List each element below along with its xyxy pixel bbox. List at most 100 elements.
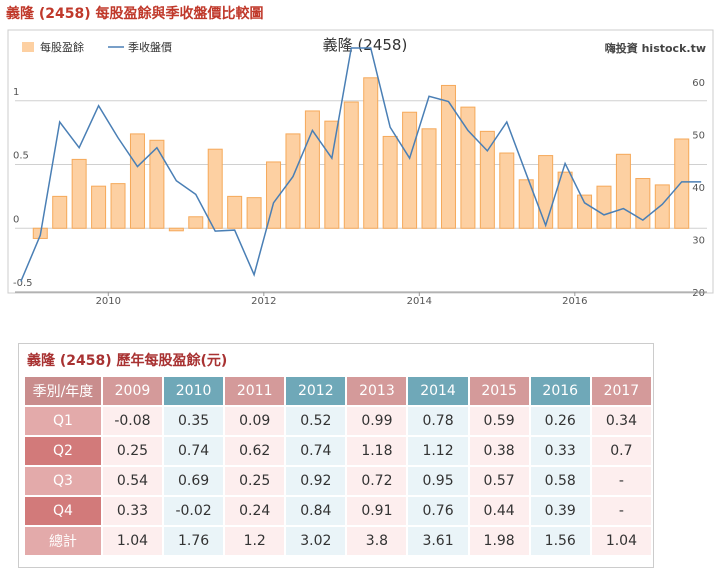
data-row: Q1 -0.08 0.35 0.09 0.52 0.99 0.78 0.59 0.26 0.34 (25, 407, 651, 435)
eps-bar (440, 84, 456, 229)
table-cell: 0.52 (286, 407, 346, 435)
eps-bar (615, 153, 631, 229)
table-cell: 0.33 (530, 437, 590, 465)
table-cell: 1.56 (530, 527, 590, 555)
table-cell: 0.35 (164, 407, 224, 435)
eps-bar (188, 216, 204, 229)
eps-bar (71, 158, 87, 229)
table-cell: 0.25 (102, 437, 163, 465)
eps-bar (635, 178, 651, 229)
table-cell: 1.18 (347, 437, 407, 465)
table-cell: -0.08 (102, 407, 163, 435)
table-cell: 0.09 (225, 407, 285, 435)
table-cell: 0.54 (102, 467, 163, 495)
table-cell: 0.84 (286, 497, 346, 525)
eps-table: 季別/年度 2009 2010 2011 2012 2013 2014 2015 2016 201… (23, 375, 653, 557)
table-cell: 0.57 (469, 467, 529, 495)
table-cell: 0.69 (164, 467, 224, 495)
table-cell: 0.76 (408, 497, 468, 525)
table-cell: 0.74 (286, 437, 346, 465)
eps-bar (324, 120, 340, 229)
x-tick-label: 2014 (407, 296, 432, 307)
eps-bar (343, 101, 359, 229)
eps-bar (52, 195, 68, 229)
table-cell: 0.34 (591, 407, 651, 435)
table-cell: 2017 (591, 377, 651, 405)
table-cell: 0.33 (102, 497, 163, 525)
eps-bar (479, 130, 495, 229)
table-cell: 2012 (286, 377, 346, 405)
table-cell: 2011 (225, 377, 285, 405)
table-cell: 2013 (347, 377, 407, 405)
data-row: Q3 0.54 0.69 0.25 0.92 0.72 0.95 0.57 0.58- (25, 467, 651, 495)
table-cell: 0.39 (530, 497, 590, 525)
table-cell: 0.44 (469, 497, 529, 525)
watermark: 嗨投資 histock.tw (605, 41, 706, 55)
eps-bar (285, 133, 301, 229)
y2-tick-label: 40 (692, 183, 705, 194)
eps-bar (246, 197, 262, 229)
table-cell: 0.92 (286, 467, 346, 495)
eps-bar (91, 185, 107, 229)
table-cell: 0.91 (347, 497, 407, 525)
eps-bar (557, 171, 573, 229)
table-cell: 0.59 (469, 407, 529, 435)
table-cell: 0.95 (408, 467, 468, 495)
chart-title: 義隆 (2458) (323, 36, 408, 54)
table-cell: 3.02 (286, 527, 346, 555)
eps-bar (654, 184, 670, 229)
chart: 義隆 (2458) 嗨投資 histock.tw -0.5 0 0.5 1 20 30 40… (7, 29, 714, 307)
x-tick-label: 2010 (96, 296, 121, 307)
eps-bar (674, 138, 690, 229)
chart-frame (7, 29, 714, 294)
eps-bar (304, 110, 320, 229)
eps-bar (382, 135, 398, 229)
eps-bar (149, 139, 165, 229)
table-cell: 1.76 (164, 527, 224, 555)
eps-bar (227, 195, 243, 229)
table-cell: Q4 (25, 497, 101, 525)
eps-bar (596, 185, 612, 229)
y-tick-label: 1 (13, 87, 19, 98)
page-heading: 義隆 (2458) 每股盈餘與季收盤價比較圖 (6, 6, 264, 22)
table-cell: 1.98 (469, 527, 529, 555)
table-cell: 總計 (25, 527, 101, 555)
y-tick-label: -0.5 (13, 278, 33, 289)
legend-label: 每股盈餘 (40, 40, 84, 54)
table-cell: 2009 (102, 377, 163, 405)
table-cell: 0.78 (408, 407, 468, 435)
table-cell: 0.58 (530, 467, 590, 495)
y2-tick-label: 50 (692, 131, 705, 142)
table-cell: Q1 (25, 407, 101, 435)
table-cell: 0.26 (530, 407, 590, 435)
eps-bar (421, 128, 437, 229)
header-row: 季別/年度 2009 2010 2011 2012 2013 2014 2015 2016 201… (25, 377, 651, 405)
eps-bar (577, 194, 593, 229)
y2-tick-label: 60 (692, 78, 705, 89)
eps-bar (402, 111, 418, 229)
eps-bar (460, 106, 476, 229)
table-cell: 1.2 (225, 527, 285, 555)
table-cell: 季別/年度 (25, 377, 101, 405)
eps-bar (499, 152, 515, 229)
table-cell: 0.72 (347, 467, 407, 495)
eps-bar (538, 155, 554, 229)
table-cell: 3.8 (347, 527, 407, 555)
table-cell: 0.25 (225, 467, 285, 495)
table-cell: 2014 (408, 377, 468, 405)
x-tick-label: 2012 (251, 296, 276, 307)
x-tick-label: 2016 (562, 296, 587, 307)
data-row: Q4 0.33 -0.02 0.24 0.84 0.91 0.76 0.44 0.39- (25, 497, 651, 525)
table-cell: - (591, 497, 651, 525)
data-row: 總計 1.04 1.76 1.2 3.02 3.8 3.61 1.98 1.56 1.04 (25, 527, 651, 555)
table-cell: Q2 (25, 437, 101, 465)
table-cell: 3.61 (408, 527, 468, 555)
table-cell: 2015 (469, 377, 529, 405)
table-cell: 1.04 (102, 527, 163, 555)
table-cell: Q3 (25, 467, 101, 495)
table-cell: 0.62 (225, 437, 285, 465)
eps-table-box: 義隆 (2458) 歷年每股盈餘(元) 季別/年度 2009 2010 2011 201… (18, 343, 654, 568)
eps-bar (266, 161, 282, 229)
y2-tick-label: 20 (692, 288, 705, 299)
